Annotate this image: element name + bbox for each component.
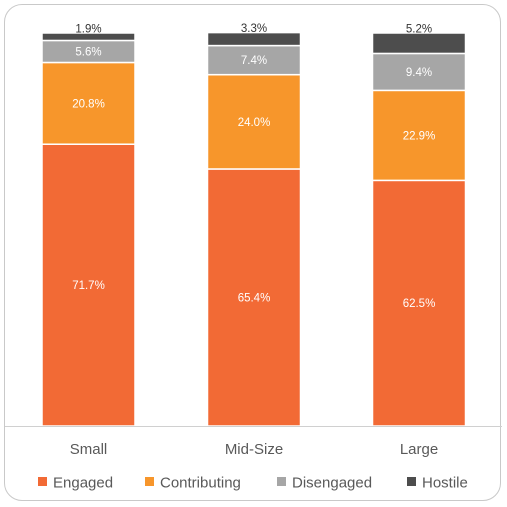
bar-large-hostile bbox=[371, 32, 467, 55]
legend-swatch-engaged bbox=[38, 477, 47, 486]
bar-stack-mid-size: 65.4% 24.0% 7.4% 3.3% bbox=[206, 23, 302, 427]
legend-item-engaged: Engaged bbox=[38, 475, 113, 492]
category-label-mid-size: Mid-Size bbox=[225, 441, 283, 458]
legend-swatch-disengaged bbox=[277, 477, 286, 486]
data-label-mid-size-hostile: 3.3% bbox=[241, 23, 267, 35]
data-label-mid-size-disengaged: 7.4% bbox=[241, 55, 267, 67]
category-label-large: Large bbox=[400, 441, 438, 458]
bar-small-engaged bbox=[41, 143, 136, 427]
legend-swatch-contributing bbox=[145, 477, 154, 486]
bar-mid-size-hostile bbox=[206, 31, 302, 47]
bar-stack-large: 62.5% 22.9% 9.4% 5.2% bbox=[371, 24, 467, 427]
data-label-mid-size-contributing: 24.0% bbox=[238, 117, 271, 129]
data-label-large-disengaged: 9.4% bbox=[406, 67, 432, 79]
legend-label-contributing: Contributing bbox=[160, 475, 241, 492]
legend-item-hostile: Hostile bbox=[407, 475, 468, 492]
data-label-mid-size-engaged: 65.4% bbox=[238, 292, 271, 304]
bar-large-disengaged bbox=[371, 52, 467, 92]
data-label-small-engaged: 71.7% bbox=[72, 280, 105, 292]
data-label-large-engaged: 62.5% bbox=[403, 298, 436, 310]
bar-small-hostile bbox=[41, 32, 136, 42]
data-label-large-contributing: 22.9% bbox=[403, 130, 436, 142]
bar-large-contributing bbox=[371, 89, 467, 182]
legend-label-hostile: Hostile bbox=[422, 475, 468, 492]
bar-stack-small: 71.7% 20.8% 5.6% 1.9% bbox=[41, 24, 136, 427]
data-label-small-contributing: 20.8% bbox=[72, 98, 105, 110]
bar-mid-size-contributing bbox=[206, 73, 302, 170]
legend-label-engaged: Engaged bbox=[53, 475, 113, 492]
legend-item-disengaged: Disengaged bbox=[277, 475, 372, 492]
data-label-small-disengaged: 5.6% bbox=[75, 46, 101, 58]
legend: Engaged Contributing Disengaged Hostile bbox=[38, 475, 468, 492]
legend-swatch-hostile bbox=[407, 477, 416, 486]
data-label-small-hostile: 1.9% bbox=[75, 24, 101, 36]
category-label-small: Small bbox=[70, 441, 108, 458]
legend-item-contributing: Contributing bbox=[145, 475, 241, 492]
legend-label-disengaged: Disengaged bbox=[292, 475, 372, 492]
data-label-large-hostile: 5.2% bbox=[406, 24, 432, 36]
